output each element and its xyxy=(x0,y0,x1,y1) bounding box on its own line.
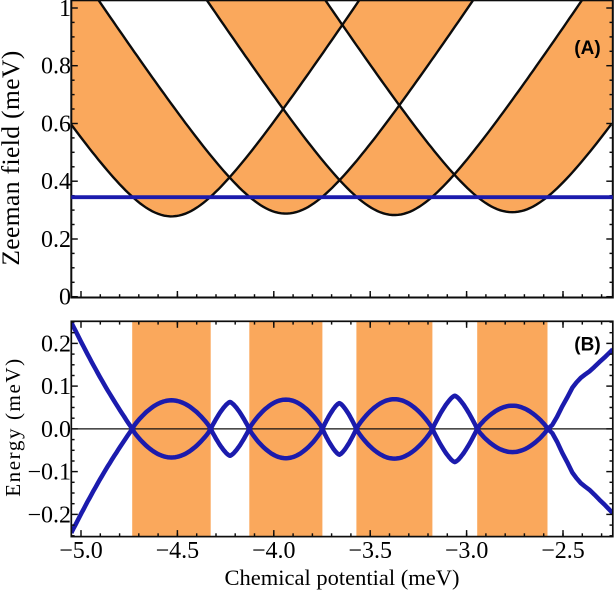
svg-text:−3.5: −3.5 xyxy=(348,538,392,564)
svg-text:0: 0 xyxy=(59,285,71,311)
svg-text:0.2: 0.2 xyxy=(41,331,71,357)
svg-text:1: 1 xyxy=(59,0,71,22)
svg-text:0.1: 0.1 xyxy=(41,374,71,400)
svg-text:−2.5: −2.5 xyxy=(541,538,585,564)
svg-text:Energy (meV): Energy (meV) xyxy=(1,357,25,497)
svg-text:(A): (A) xyxy=(574,38,600,59)
svg-text:0.8: 0.8 xyxy=(41,54,71,80)
svg-text:0.0: 0.0 xyxy=(41,417,71,443)
svg-text:Zeeman field (meV): Zeeman field (meV) xyxy=(0,50,25,265)
svg-text:0.4: 0.4 xyxy=(41,169,71,195)
svg-text:0.2: 0.2 xyxy=(41,227,71,253)
svg-text:−4.0: −4.0 xyxy=(252,538,296,564)
svg-text:−4.5: −4.5 xyxy=(156,538,200,564)
svg-text:Chemical potential (meV): Chemical potential (meV) xyxy=(225,565,460,590)
svg-text:(B): (B) xyxy=(574,335,600,356)
svg-text:0.6: 0.6 xyxy=(41,112,71,138)
svg-text:−0.1: −0.1 xyxy=(27,460,71,486)
svg-text:−5.0: −5.0 xyxy=(59,538,103,564)
svg-text:−0.2: −0.2 xyxy=(27,502,71,528)
svg-text:−3.0: −3.0 xyxy=(445,538,489,564)
